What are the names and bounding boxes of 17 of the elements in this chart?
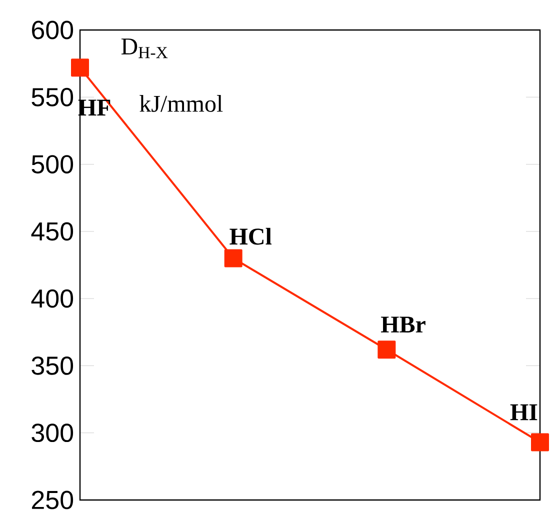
x-tick-label: HCl [230,228,272,245]
y-tick-label: 400 [31,289,74,308]
x-tick-label: HBr [381,316,426,332]
annotation: kJ/mmol [140,95,223,112]
y-tick-label: 300 [32,424,74,442]
y-tick-label: 350 [32,356,74,375]
y-tick-label: 500 [32,155,74,174]
y-tick-label: 550 [32,88,74,106]
point [224,249,242,268]
x-tick-label: HI [510,404,538,420]
point [378,340,396,359]
point [531,433,549,452]
y-tick-label: 250 [32,490,74,510]
point [71,58,90,77]
annotation: D$_{H-X}$ [121,38,168,58]
y-tick-label: 600 [32,20,74,40]
y-tick-label: 450 [31,222,74,241]
